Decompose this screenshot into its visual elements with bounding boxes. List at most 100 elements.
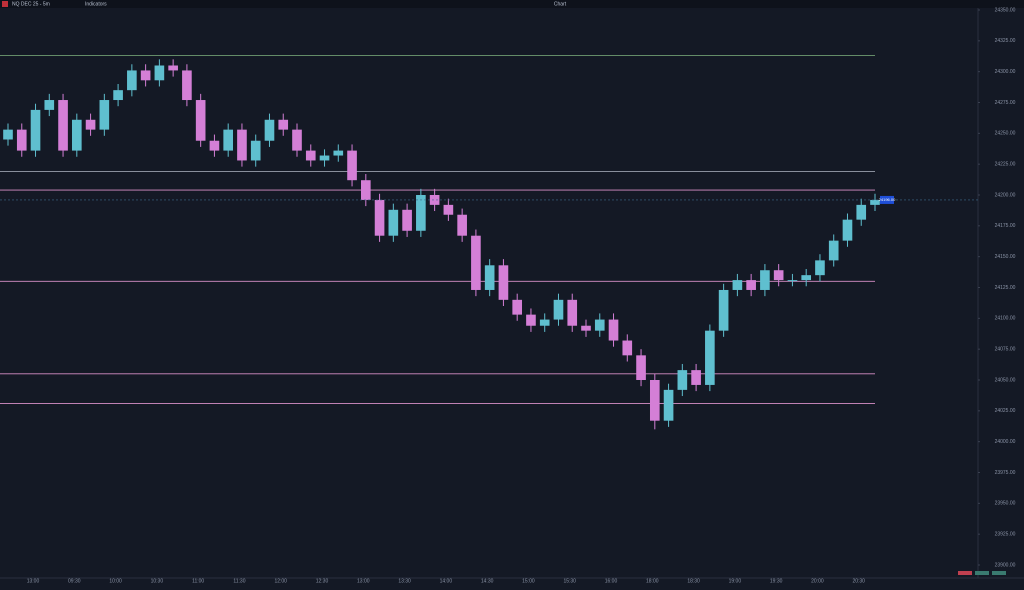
status-button[interactable] — [958, 571, 972, 575]
candle-body — [250, 140, 261, 161]
y-tick-label: 24225.00 — [995, 161, 1016, 167]
x-tick-label: 20:30 — [852, 578, 865, 584]
candle-body — [429, 195, 440, 205]
y-tick-label: 24200.00 — [995, 192, 1016, 198]
candle-body — [636, 355, 646, 380]
candle-body — [388, 209, 399, 236]
candle-body — [402, 209, 412, 231]
candle-body — [815, 260, 825, 276]
x-tick-label: 13:00 — [27, 578, 40, 584]
candle-body — [333, 150, 344, 156]
candle-body — [264, 119, 275, 141]
y-tick-label: 23975.00 — [995, 470, 1016, 476]
candle-body — [760, 270, 770, 290]
candle-body — [526, 314, 536, 326]
candle-body — [539, 319, 550, 326]
candle-body — [512, 299, 523, 315]
candle-body — [168, 65, 178, 71]
x-tick-label: 16:00 — [605, 578, 618, 584]
y-tick-label: 24300.00 — [995, 69, 1016, 75]
candle-body — [718, 289, 729, 331]
candle-body — [58, 100, 68, 151]
indicators-button[interactable]: Indicators — [85, 1, 107, 7]
candle-body — [3, 129, 13, 140]
symbol[interactable]: NQ DEC 25 - 5m — [12, 1, 50, 7]
candle-body — [223, 129, 234, 151]
candle-body — [773, 270, 784, 281]
x-tick-label: 11:00 — [192, 578, 204, 584]
app-icon[interactable] — [2, 1, 8, 7]
candle-body — [319, 155, 330, 161]
candle-body — [705, 330, 715, 385]
top-bar: NQ DEC 25 - 5m Indicators Chart — [0, 0, 1024, 8]
candle-body — [567, 299, 578, 326]
x-tick-label: 12:30 — [316, 578, 329, 584]
x-tick-label: 11:30 — [233, 578, 245, 584]
window-title: Chart — [554, 1, 567, 7]
x-tick-label: 14:00 — [440, 578, 453, 584]
candle-body — [113, 90, 123, 101]
x-tick-label: 09:30 — [68, 578, 81, 584]
candle-body — [457, 214, 467, 236]
candle-body — [581, 325, 591, 331]
candle-body — [305, 150, 316, 161]
candle-body — [195, 100, 206, 141]
candle-body — [347, 150, 357, 181]
x-tick-label: 18:00 — [646, 578, 659, 584]
y-tick-label: 23950.00 — [995, 501, 1016, 507]
x-tick-label: 10:00 — [109, 578, 122, 584]
candle-body — [140, 70, 151, 81]
candle-body — [99, 100, 110, 130]
candle-body — [292, 129, 302, 151]
y-tick-label: 24125.00 — [995, 285, 1016, 291]
x-tick-label: 12:00 — [274, 578, 287, 584]
x-tick-label: 15:00 — [522, 578, 535, 584]
candle-body — [471, 235, 481, 290]
candle-body — [484, 265, 495, 290]
candle-body — [360, 180, 371, 200]
y-tick-label: 24150.00 — [995, 254, 1016, 260]
x-tick-label: 19:00 — [729, 578, 742, 584]
candle-body — [30, 109, 41, 151]
x-tick-label: 19:30 — [770, 578, 783, 584]
status-button[interactable] — [992, 571, 1006, 575]
last-price-tag — [880, 195, 894, 204]
candle-body — [182, 70, 192, 101]
candle-body — [677, 370, 688, 390]
candle-body — [16, 129, 27, 151]
y-tick-label: 24025.00 — [995, 408, 1016, 414]
candle-body — [801, 275, 812, 281]
x-tick-label: 13:00 — [357, 578, 370, 584]
candle-body — [622, 340, 633, 356]
y-tick-label: 24100.00 — [995, 316, 1016, 322]
candle-body — [374, 199, 385, 236]
candle-body — [278, 119, 289, 130]
candle-body — [71, 119, 82, 151]
y-tick-label: 23925.00 — [995, 531, 1016, 537]
x-tick-label: 20:00 — [811, 578, 824, 584]
last-price-label: 24196.00 — [879, 197, 896, 202]
candle-body — [842, 219, 853, 241]
title-bar — [0, 0, 1024, 8]
candle-body — [649, 380, 660, 421]
y-tick-label: 24325.00 — [995, 38, 1016, 44]
candle-body — [443, 204, 454, 215]
y-tick-label: 24050.00 — [995, 377, 1016, 383]
candle-body — [127, 70, 137, 91]
x-tick-label: 15:30 — [563, 578, 576, 584]
x-tick-label: 18:30 — [687, 578, 700, 584]
candle-body — [237, 129, 247, 161]
candle-body — [663, 389, 674, 421]
status-button[interactable] — [975, 571, 989, 575]
y-tick-label: 24275.00 — [995, 100, 1016, 106]
y-tick-label: 24075.00 — [995, 346, 1016, 352]
y-tick-label: 24350.00 — [995, 7, 1016, 13]
candle-body — [828, 240, 839, 261]
y-tick-label: 24250.00 — [995, 131, 1016, 137]
x-tick-label: 13:30 — [398, 578, 411, 584]
candle-body — [416, 195, 426, 231]
candle-body — [608, 319, 619, 341]
candle-body — [870, 199, 880, 205]
candle-body — [594, 319, 605, 331]
